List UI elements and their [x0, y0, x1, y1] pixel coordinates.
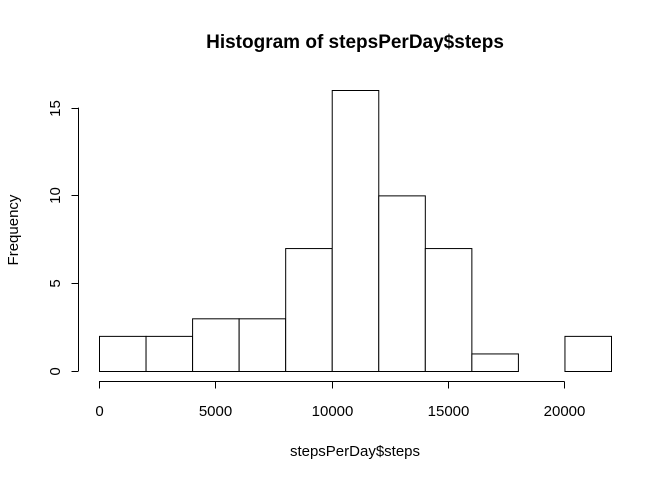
x-tick-label-3: 15000 — [428, 403, 470, 420]
histogram-bar-1 — [145, 335, 194, 372]
x-tick-label-0: 0 — [95, 403, 103, 420]
histogram-bar-2 — [192, 318, 240, 372]
x-axis: 0 5000 10000 15000 20000 — [95, 381, 586, 420]
histogram-bar-5 — [331, 90, 380, 372]
y-tick-label-3: 15 — [47, 100, 64, 117]
histogram-bar-4 — [285, 248, 333, 372]
y-tick-label-2: 10 — [47, 187, 64, 204]
y-tick-label-1: 5 — [47, 279, 64, 287]
y-axis: 0 5 10 15 — [47, 100, 79, 376]
histogram-bar-0 — [99, 335, 147, 372]
histogram-bar-7 — [424, 248, 473, 372]
x-tick-label-1: 5000 — [199, 403, 232, 420]
histogram-bar-10 — [564, 335, 612, 372]
y-axis-label: Frequency — [5, 194, 22, 265]
x-tick-label-4: 20000 — [544, 403, 586, 420]
x-axis-label: stepsPerDay$steps — [290, 443, 420, 460]
histogram-bar-8 — [471, 353, 519, 372]
histogram-bar-3 — [238, 318, 287, 372]
chart-title: Histogram of stepsPerDay$steps — [206, 32, 504, 53]
histogram-bars — [99, 90, 612, 372]
y-tick-label-0: 0 — [47, 367, 64, 375]
histogram-bar-6 — [378, 195, 426, 372]
x-tick-label-2: 10000 — [312, 403, 354, 420]
